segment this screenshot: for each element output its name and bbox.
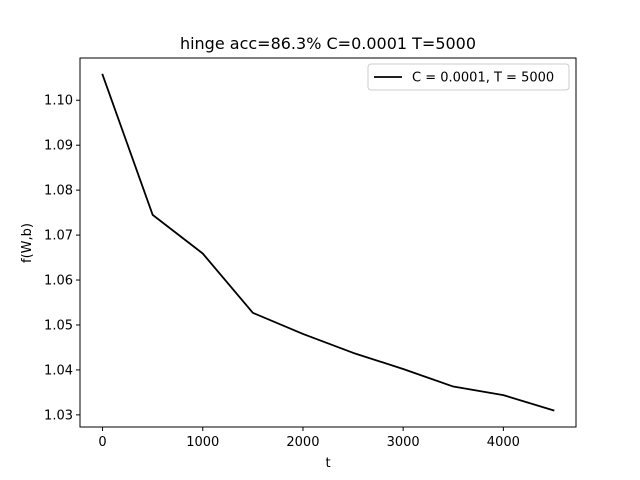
y-tick-label: 1.07 <box>44 229 73 244</box>
y-tick-label: 1.06 <box>44 274 73 289</box>
x-tick-label: 1000 <box>186 435 219 450</box>
x-tick-label: 4000 <box>487 435 520 450</box>
x-tick-label: 0 <box>98 435 106 450</box>
axes-frame <box>79 57 577 428</box>
y-tick-label: 1.05 <box>44 318 73 333</box>
plot-area <box>79 57 577 428</box>
y-tick-label: 1.10 <box>44 94 73 109</box>
x-tick-label: 2000 <box>286 435 319 450</box>
y-tick-label: 1.08 <box>44 184 73 199</box>
chart-title: hinge acc=86.3% C=0.0001 T=5000 <box>180 34 476 53</box>
y-axis-label: f(W,b) <box>20 223 35 263</box>
legend-label: C = 0.0001, T = 5000 <box>412 71 554 86</box>
legend: C = 0.0001, T = 5000 <box>367 63 570 91</box>
y-tick-label: 1.04 <box>44 363 73 378</box>
x-axis-label: t <box>325 456 330 471</box>
y-tick-label: 1.03 <box>44 408 73 423</box>
series-line-0 <box>101 73 555 412</box>
x-tick-label: 3000 <box>387 435 420 450</box>
axis-ticks: 0 1000 2000 3000 4000 1.03 1.04 1.05 1.06 1.07 1.0… <box>44 94 520 450</box>
legend-box <box>367 63 570 91</box>
y-tick-label: 1.09 <box>44 139 73 154</box>
